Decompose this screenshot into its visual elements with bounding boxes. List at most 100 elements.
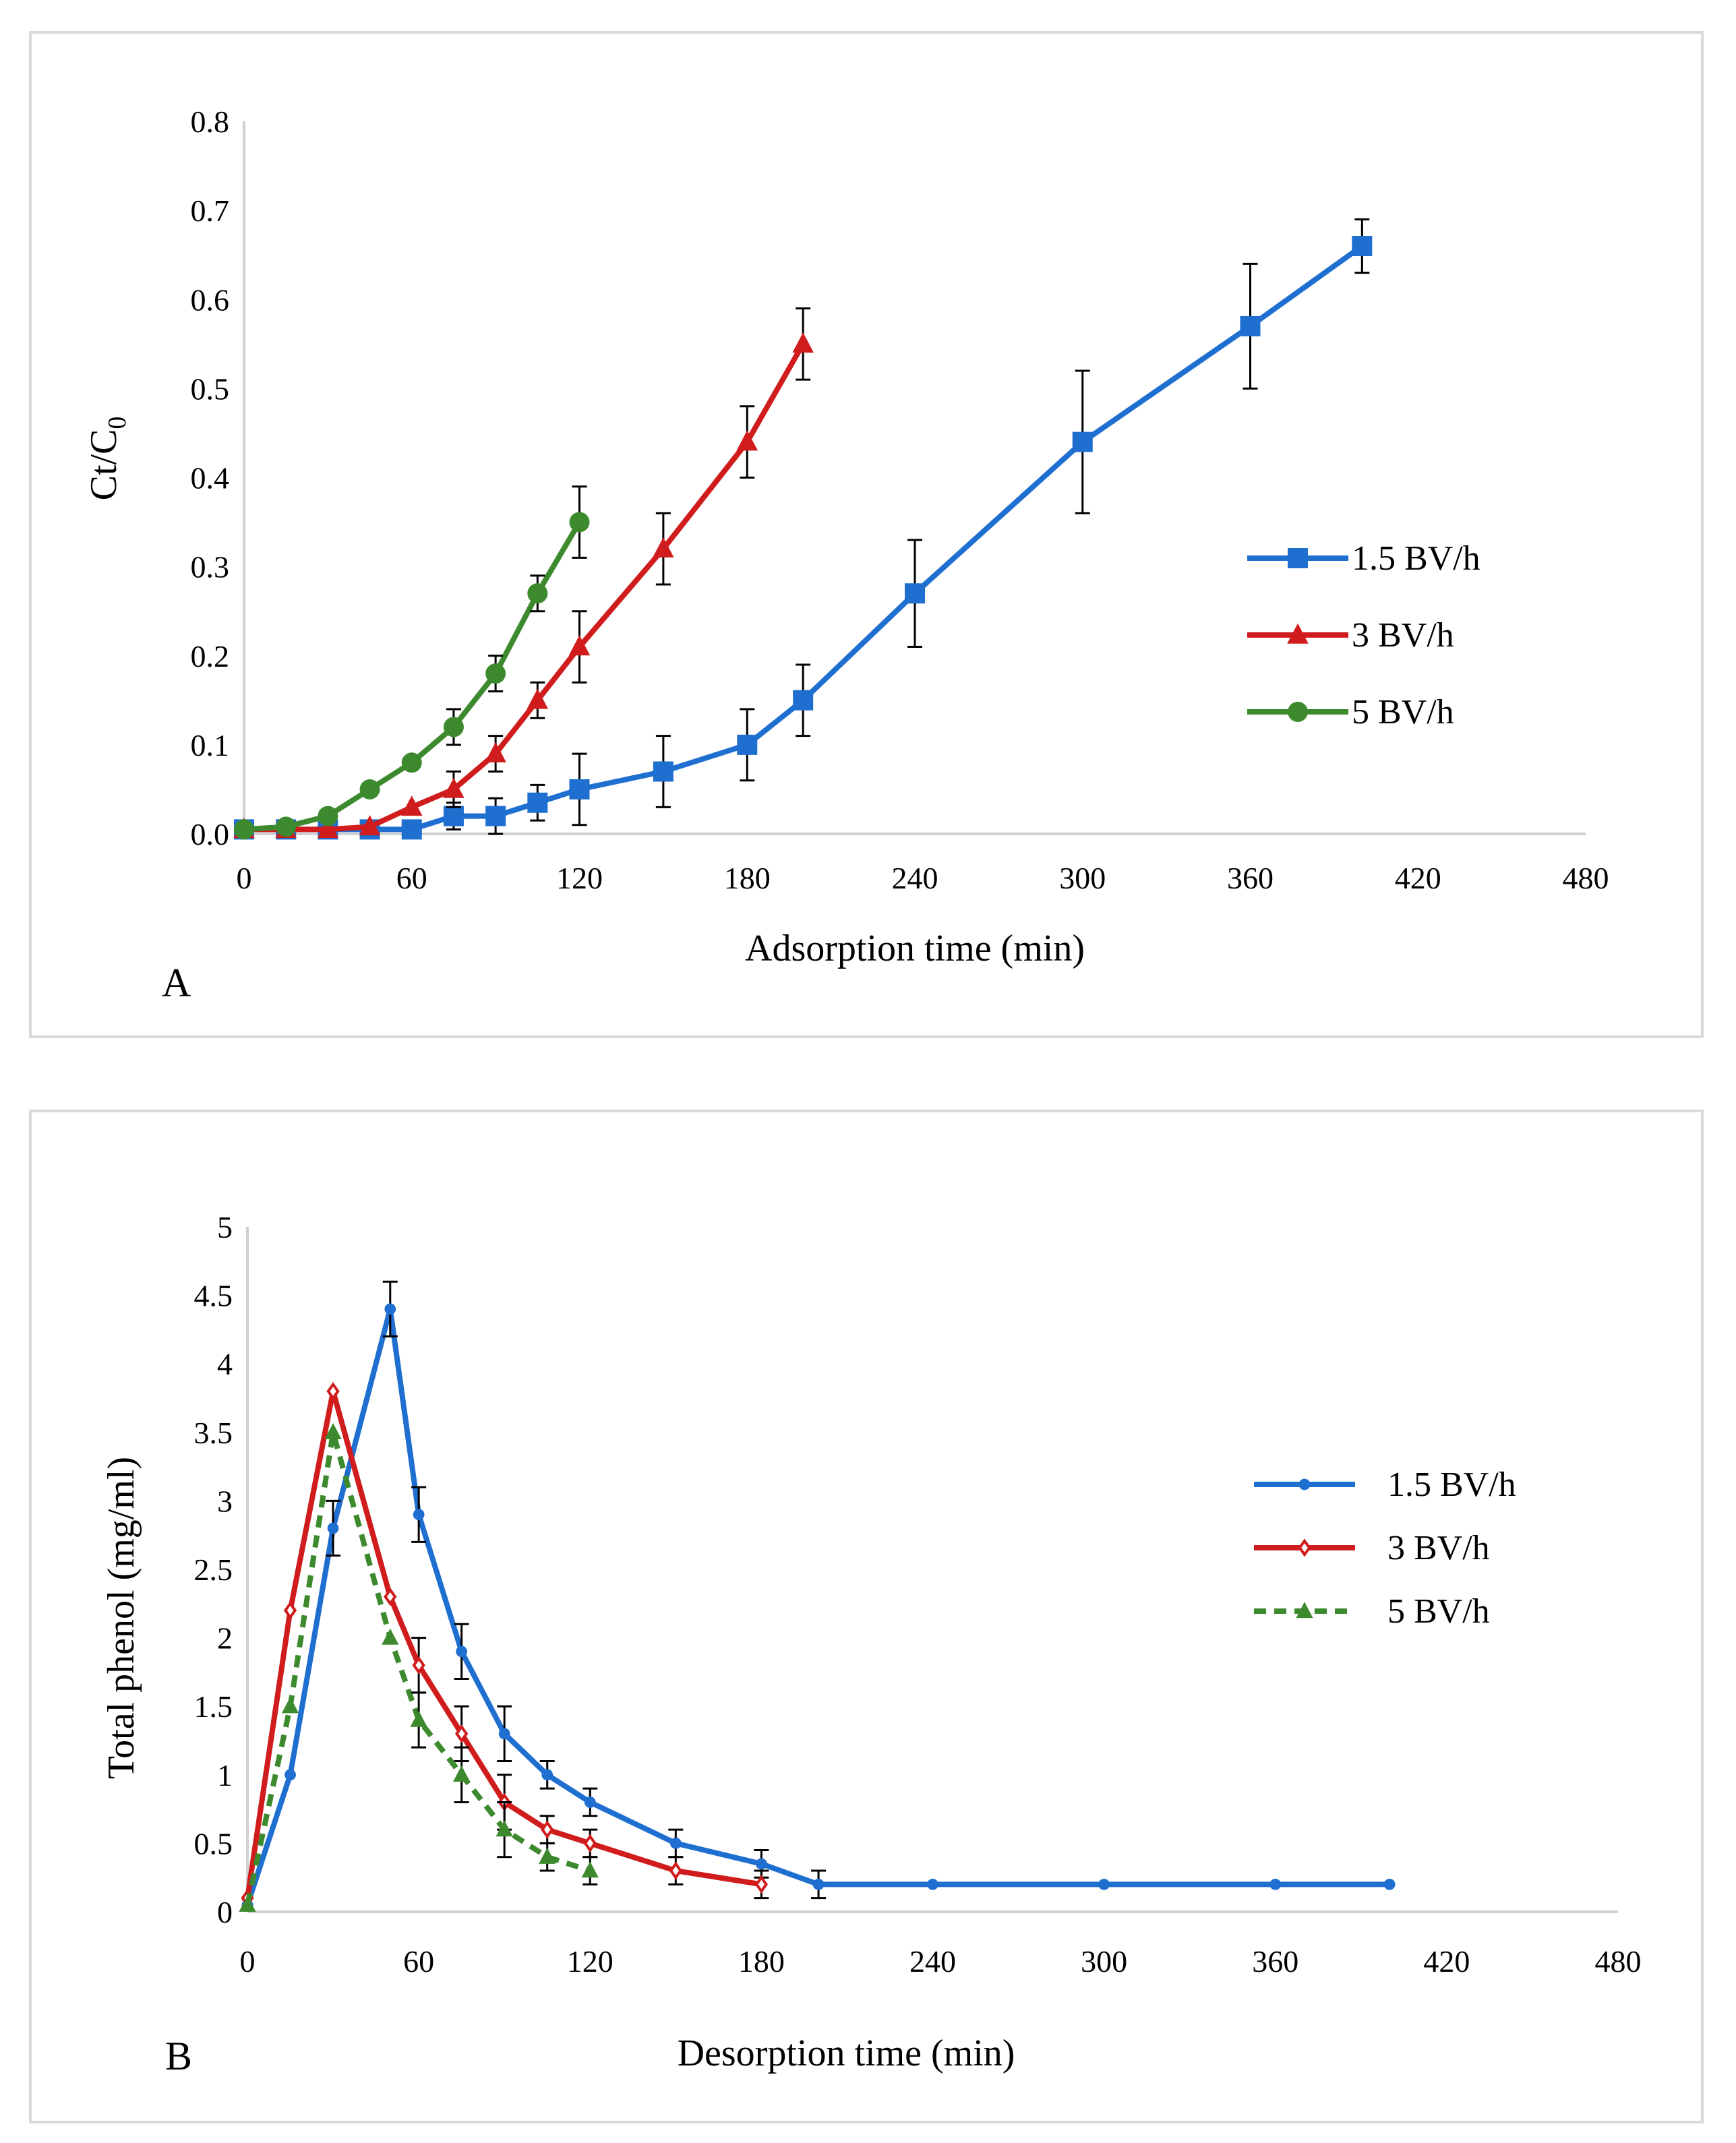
data-point — [317, 818, 339, 839]
x-tick-label: 480 — [1563, 861, 1609, 895]
legend-marker — [1296, 1602, 1313, 1619]
series-3-bv-h — [241, 1382, 769, 1908]
x-tick-label: 420 — [1423, 1944, 1470, 1979]
legend-label: 5 BV/h — [1352, 693, 1454, 731]
panel-b: Desorption time (min) Total phenol (mg/m… — [100, 1210, 1642, 2078]
x-tick-label: 60 — [403, 1944, 434, 1979]
data-point — [413, 1509, 425, 1521]
data-point — [326, 1382, 340, 1401]
y-tick-label: 0.3 — [191, 550, 230, 584]
x-tick-label: 0 — [237, 861, 252, 895]
data-point — [1072, 431, 1093, 452]
y-tick-label: 0.4 — [191, 461, 230, 495]
data-point — [443, 717, 464, 737]
x-tick-label: 360 — [1252, 1944, 1298, 1979]
y-tick-label: 0.1 — [191, 728, 230, 762]
data-point — [541, 1769, 553, 1781]
data-point — [737, 734, 758, 755]
y-tick-label: 0.6 — [191, 282, 230, 317]
series-3-bv-h — [233, 307, 814, 839]
data-point — [541, 1820, 554, 1839]
data-point — [359, 815, 381, 836]
panel-b-y-axis-title: Total phenol (mg/ml) — [100, 1457, 142, 1779]
data-point — [276, 816, 297, 837]
y-tick-label: 4 — [217, 1347, 233, 1381]
panel-b-x-axis-title: Desorption time (min) — [678, 2032, 1015, 2074]
data-point — [318, 806, 338, 826]
data-point — [754, 1875, 769, 1894]
y-tick-label: 0.5 — [191, 371, 230, 406]
y-tick-label: 0.0 — [191, 817, 230, 851]
panel-a-label: A — [162, 961, 191, 1005]
data-point — [443, 806, 464, 826]
legend-marker — [1298, 1538, 1311, 1557]
y-tick-label: 3.5 — [194, 1416, 233, 1450]
legend-marker — [1288, 548, 1308, 568]
data-point — [283, 1601, 297, 1620]
data-point — [669, 1861, 682, 1880]
panel-a-y-axis-title-main: Ct/C — [83, 429, 125, 501]
data-point — [1240, 315, 1261, 336]
series-5-bv-h — [234, 485, 590, 840]
data-point — [382, 1628, 399, 1645]
data-point — [485, 742, 506, 762]
legend-label: 3 BV/h — [1352, 616, 1454, 655]
y-tick-label: 1 — [217, 1758, 233, 1792]
data-point — [927, 1878, 938, 1890]
panel-b-label: B — [165, 2034, 192, 2078]
x-tick-label: 0 — [240, 1944, 256, 1979]
x-tick-label: 180 — [724, 861, 771, 895]
data-point — [812, 1878, 825, 1890]
y-tick-label: 5 — [217, 1210, 233, 1244]
x-tick-label: 120 — [556, 861, 603, 895]
data-point — [1269, 1878, 1282, 1890]
data-point — [412, 1656, 425, 1674]
data-point — [736, 430, 758, 451]
data-point — [234, 819, 254, 840]
y-tick-label: 0 — [217, 1895, 233, 1929]
data-point — [792, 332, 814, 353]
x-tick-label: 420 — [1395, 861, 1441, 895]
y-tick-label: 0.8 — [191, 104, 230, 139]
legend-label: 1.5 BV/h — [1352, 539, 1480, 578]
panel-a-x-axis-title: Adsorption time (min) — [745, 928, 1085, 969]
data-point — [568, 635, 591, 656]
data-point — [401, 819, 422, 840]
data-point — [410, 1710, 427, 1727]
panel-a-y-axis-title: Ct/C0 — [83, 417, 131, 501]
data-point — [401, 752, 422, 773]
y-tick-label: 1.5 — [194, 1689, 233, 1724]
panel-b-frame — [29, 1110, 1704, 2123]
data-point — [498, 1728, 510, 1740]
data-point — [384, 1303, 396, 1315]
data-point — [239, 1896, 256, 1912]
data-point — [324, 1423, 342, 1439]
data-point — [456, 1646, 468, 1658]
y-tick-label: 2 — [217, 1621, 233, 1656]
data-point — [359, 779, 380, 799]
legend-marker — [1288, 702, 1308, 722]
data-point — [285, 1769, 296, 1781]
x-tick-label: 240 — [892, 861, 938, 895]
y-tick-label: 0.7 — [191, 193, 230, 228]
x-tick-label: 300 — [1059, 861, 1106, 895]
x-tick-label: 240 — [909, 1944, 956, 1979]
y-tick-label: 4.5 — [194, 1279, 233, 1313]
data-point — [653, 537, 674, 557]
data-point — [583, 1834, 597, 1853]
panel-a: Adsorption time (min) Ct/C0 A 0 60 120 180 2… — [83, 104, 1609, 1005]
x-tick-label: 120 — [567, 1944, 613, 1979]
legend-label: 3 BV/h — [1387, 1529, 1490, 1567]
data-point — [1352, 235, 1373, 256]
data-point — [581, 1861, 599, 1878]
data-point — [1383, 1878, 1396, 1890]
data-point — [281, 1697, 299, 1714]
data-point — [384, 1587, 397, 1606]
legend-marker — [1287, 623, 1309, 644]
x-tick-label: 180 — [738, 1944, 785, 1979]
data-point — [496, 1820, 513, 1837]
data-point — [584, 1797, 596, 1808]
series-line — [245, 1306, 1390, 1906]
data-point — [527, 792, 548, 813]
